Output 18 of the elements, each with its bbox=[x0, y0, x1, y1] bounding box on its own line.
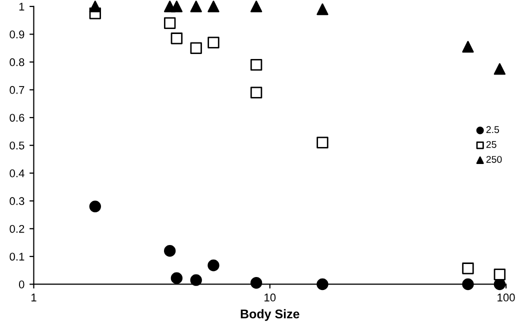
y-tick-label: 0.2 bbox=[10, 224, 24, 233]
x-tick-label: 100 bbox=[498, 294, 515, 302]
y-tick-label: 1 bbox=[19, 2, 24, 10]
legend-label: 2.5 bbox=[486, 126, 500, 134]
x-tick-label: 1 bbox=[31, 294, 36, 302]
y-tick-label: 0.3 bbox=[10, 197, 24, 206]
y-tick-label: 0.5 bbox=[10, 142, 24, 150]
legend-label: 250 bbox=[486, 156, 502, 163]
x-axis-title: Body Size bbox=[240, 309, 300, 321]
y-tick-label: 0.7 bbox=[10, 86, 24, 94]
y-tick-label: 0.4 bbox=[10, 169, 24, 178]
y-tick-label: 0.1 bbox=[10, 252, 24, 261]
y-tick-label: 0.8 bbox=[10, 58, 24, 66]
y-tick-label: 0.9 bbox=[10, 30, 24, 38]
legend-label: 25 bbox=[486, 141, 496, 148]
y-tick-label: 0 bbox=[18, 280, 24, 288]
x-tick-label: 10 bbox=[264, 294, 276, 302]
y-tick-label: 0.6 bbox=[10, 114, 24, 122]
